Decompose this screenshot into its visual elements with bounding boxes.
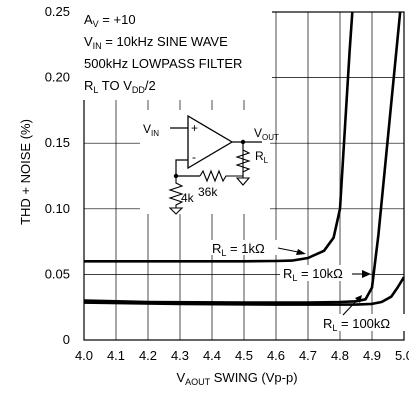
label-10k-background [280, 265, 370, 281]
label-1k-background [210, 240, 295, 255]
label-100k-background [320, 314, 407, 331]
schematic-background [140, 110, 270, 214]
test-circuit-schematic: VIN + - VOUT RL 36k 4k [140, 110, 279, 215]
condition-gain: AV = +10 [84, 12, 136, 29]
conditions-background [82, 8, 272, 100]
feedback-resistor-label: 36k [198, 185, 218, 199]
x-tick-label: 4.7 [299, 348, 317, 363]
label-10k-arrowhead [362, 270, 371, 278]
x-tick-label: 4.8 [331, 348, 349, 363]
label-100k-arrowhead [355, 295, 362, 303]
condition-input: VIN = 10kHz SINE WAVE [84, 34, 228, 51]
label-100k-arrow [342, 297, 360, 316]
series-label-100k: RL = 100kΩ [323, 316, 390, 333]
inverting-input-wire [175, 159, 200, 177]
series-label-1k: RL = 1kΩ [212, 241, 265, 258]
curve-1k [84, 12, 354, 263]
curves [84, 12, 404, 306]
gain-resistor-label: 4k [181, 191, 195, 205]
y-tick-label: 0.10 [45, 201, 70, 216]
schematic-vout-label: VOUT [254, 126, 279, 142]
opamp-minus-sign: - [192, 150, 196, 164]
label-1k-arrowhead [296, 249, 306, 255]
y-tick-label: 0.05 [45, 266, 70, 281]
condition-filter: 500kHz LOWPASS FILTER [84, 56, 242, 71]
test-conditions: AV = +10 VIN = 10kHz SINE WAVE 500kHz LO… [82, 8, 272, 100]
x-tick-label: 4.6 [267, 348, 285, 363]
schematic-vin-label: VIN [143, 122, 159, 138]
curve-labels: RL = 1kΩ RL = 10kΩ RL = 100kΩ [210, 240, 407, 333]
y-tick-label: 0.15 [45, 135, 70, 150]
x-tick-label: 4.9 [363, 348, 381, 363]
opamp-plus-sign: + [191, 121, 198, 135]
opamp-icon [187, 114, 234, 170]
tick-labels: 4.0 4.1 4.2 4.3 4.4 4.5 4.6 4.7 4.8 4.9 5.0 0 0.05 0.… [45, 4, 409, 363]
gain-resistor-icon [168, 176, 184, 208]
curve-100k [84, 276, 404, 306]
load-ground-icon [235, 177, 251, 186]
gain-ground-icon [168, 207, 184, 215]
curve-10k [84, 12, 402, 304]
x-tick-label: 5.0 [395, 348, 409, 363]
y-axis-title: THD + NOISE (%) [18, 119, 33, 225]
series-label-10k: RL = 10kΩ [283, 266, 343, 283]
x-tick-label: 4.1 [107, 348, 125, 363]
load-resistor-icon [235, 142, 251, 178]
y-tick-label: 0.20 [45, 70, 70, 85]
y-tick-label: 0.25 [45, 4, 70, 19]
x-tick-label: 4.5 [235, 348, 253, 363]
x-tick-label: 4.3 [171, 348, 189, 363]
y-tick-label: 0 [63, 332, 70, 347]
x-tick-label: 4.4 [203, 348, 221, 363]
condition-load: RL TO VDD/2 [84, 78, 156, 95]
x-tick-label: 4.2 [139, 348, 157, 363]
schematic-rl-label: RL [255, 149, 269, 165]
x-axis-title: VAOUT SWING (Vp-p) [176, 370, 297, 387]
feedback-resistor-icon [199, 142, 244, 183]
x-tick-label: 4.0 [75, 348, 93, 363]
